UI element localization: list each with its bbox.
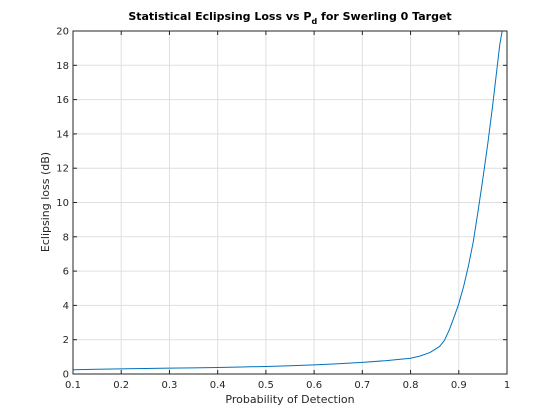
y-tick-labels: 0 2 4 6 8 10 12 14 16 18 20 (56, 27, 69, 381)
x-tick-label: 0.8 (403, 380, 419, 391)
y-tick-label: 10 (56, 198, 69, 209)
y-tick-label: 0 (63, 370, 69, 381)
y-tick-label: 20 (56, 27, 69, 38)
y-tick-label: 2 (63, 335, 69, 346)
grid-lines (72, 30, 508, 375)
chart-title-subscript: d (311, 17, 317, 26)
x-tick-label: 0.3 (161, 380, 177, 391)
plot-area: 0.1 0.2 0.3 0.4 0.5 0.6 0.7 0.8 0.9 1 0 2 4 6 8 10 12 14… (56, 27, 510, 392)
x-tick-label: 0.9 (451, 380, 467, 391)
y-tick-label: 6 (63, 267, 69, 278)
y-tick-label: 4 (63, 301, 69, 312)
y-tick-label: 16 (56, 95, 69, 106)
x-tick-label: 0.4 (210, 380, 226, 391)
x-tick-label: 0.5 (258, 380, 274, 391)
x-tick-label: 1 (504, 380, 510, 391)
x-tick-labels: 0.1 0.2 0.3 0.4 0.5 0.6 0.7 0.8 0.9 1 (65, 380, 510, 391)
series-group (72, 30, 503, 371)
x-tick-label: 0.6 (306, 380, 322, 391)
x-axis-label: Probability of Detection (225, 393, 354, 406)
x-tick-label: 0.2 (113, 380, 129, 391)
y-tick-label: 18 (56, 61, 69, 72)
y-axis-label: Eclipsing loss (dB) (39, 152, 52, 252)
tick-marks (72, 30, 508, 375)
y-tick-label: 12 (56, 164, 69, 175)
y-tick-label: 14 (56, 129, 69, 140)
series-line (72, 30, 503, 371)
y-tick-label: 8 (63, 232, 69, 243)
chart-title: Statistical Eclipsing Loss vs Pd for Swe… (128, 10, 451, 26)
x-tick-label: 0.1 (65, 380, 81, 391)
chart-title-suffix: for Swerling 0 Target (317, 10, 451, 23)
x-tick-label: 0.7 (354, 380, 370, 391)
